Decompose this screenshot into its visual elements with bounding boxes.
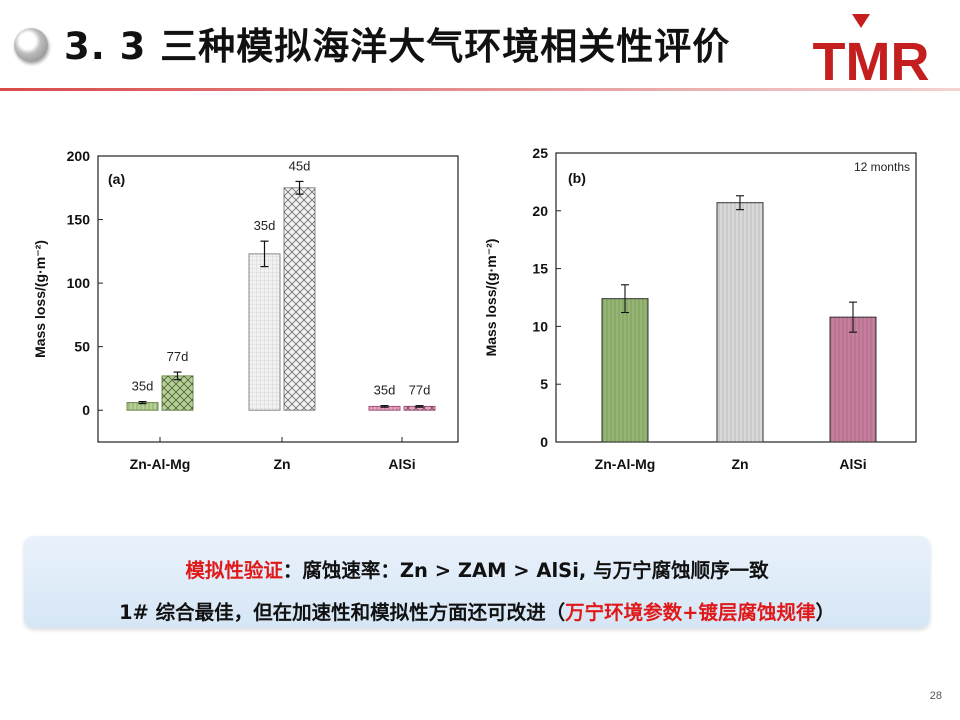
bar-duration-label: 77d	[167, 349, 189, 364]
y-axis-label: Mass loss/(g·m⁻²)	[483, 239, 499, 357]
conclusion-text-2: 1# 综合最佳，但在加速性和模拟性方面还可改进（	[118, 601, 566, 624]
bar-pattern	[830, 317, 876, 442]
tmr-logo: TMR	[813, 14, 930, 86]
y-tick-label: 25	[532, 145, 548, 161]
bar-pattern	[404, 406, 435, 411]
conclusion-text-2-end: ）	[815, 601, 836, 624]
bar-duration-label: 35d	[254, 218, 276, 233]
y-tick-label: 100	[67, 275, 91, 291]
bar-pattern	[602, 298, 648, 442]
y-tick-label: 0	[540, 434, 548, 450]
bar-duration-label: 35d	[374, 383, 396, 398]
conclusion-line-1: 模拟性验证：腐蚀速率：Zn > ZAM > AlSi, 与万宁腐蚀顺序一致	[24, 554, 930, 583]
svg-text:TMR: TMR	[813, 32, 930, 86]
x-tick-label: AlSi	[839, 456, 866, 472]
panel-label: (a)	[108, 171, 125, 187]
panel-label: (b)	[568, 170, 586, 186]
x-tick-label: Zn	[273, 456, 290, 472]
bar-pattern	[717, 202, 763, 442]
y-tick-label: 50	[74, 339, 90, 355]
y-tick-label: 15	[532, 261, 548, 277]
y-tick-label: 150	[67, 212, 91, 228]
conclusion-highlight-2: 万宁环境参数+镀层腐蚀规律	[565, 601, 816, 624]
conclusion-line-2: 1# 综合最佳，但在加速性和模拟性方面还可改进（万宁环境参数+镀层腐蚀规律）	[24, 596, 930, 625]
x-tick-label: AlSi	[388, 456, 415, 472]
y-tick-label: 5	[540, 376, 548, 392]
page-number: 28	[929, 690, 942, 702]
slide-title: 3. 3 三种模拟海洋大气环境相关性评价	[64, 25, 731, 68]
x-tick-label: Zn-Al-Mg	[130, 456, 191, 472]
slide-header: 3. 3 三种模拟海洋大气环境相关性评价 TMR	[0, 0, 960, 92]
header-divider	[0, 88, 960, 91]
y-axis-label: Mass loss/(g·m⁻²)	[32, 240, 48, 358]
y-tick-label: 20	[532, 203, 548, 219]
conclusion-highlight-1: 模拟性验证	[185, 559, 283, 582]
y-tick-label: 10	[532, 318, 548, 334]
bar-duration-label: 45d	[289, 158, 311, 173]
y-tick-label: 200	[67, 148, 91, 164]
bar-pattern	[284, 187, 315, 411]
bar-pattern	[162, 375, 193, 411]
bar-duration-label: 35d	[132, 379, 154, 394]
y-tick-label: 0	[82, 402, 90, 418]
conclusion-text-1: ：腐蚀速率：Zn > ZAM > AlSi, 与万宁腐蚀顺序一致	[282, 559, 769, 582]
bar-pattern	[249, 253, 280, 411]
bar-pattern	[369, 406, 400, 411]
chart-a-mass-loss-short-term: 0 50 100 150 200 Mass loss/(g·m⁻²) (a) Zn-Al-Mg…	[32, 148, 459, 472]
bar-duration-label: 77d	[409, 383, 431, 398]
title-bullet-icon	[14, 28, 48, 62]
x-tick-label: Zn-Al-Mg	[595, 456, 656, 472]
x-tick-label: Zn	[731, 456, 748, 472]
conclusion-box: 模拟性验证：腐蚀速率：Zn > ZAM > AlSi, 与万宁腐蚀顺序一致 1#…	[24, 536, 930, 628]
bar-pattern	[127, 402, 158, 411]
period-annotation: 12 months	[854, 160, 910, 174]
plot-frame	[97, 155, 459, 443]
chart-b-mass-loss-12-months: 0 5 10 15 20 25 Mass loss/(g·m⁻²) (b) 12 months Z…	[483, 145, 917, 472]
